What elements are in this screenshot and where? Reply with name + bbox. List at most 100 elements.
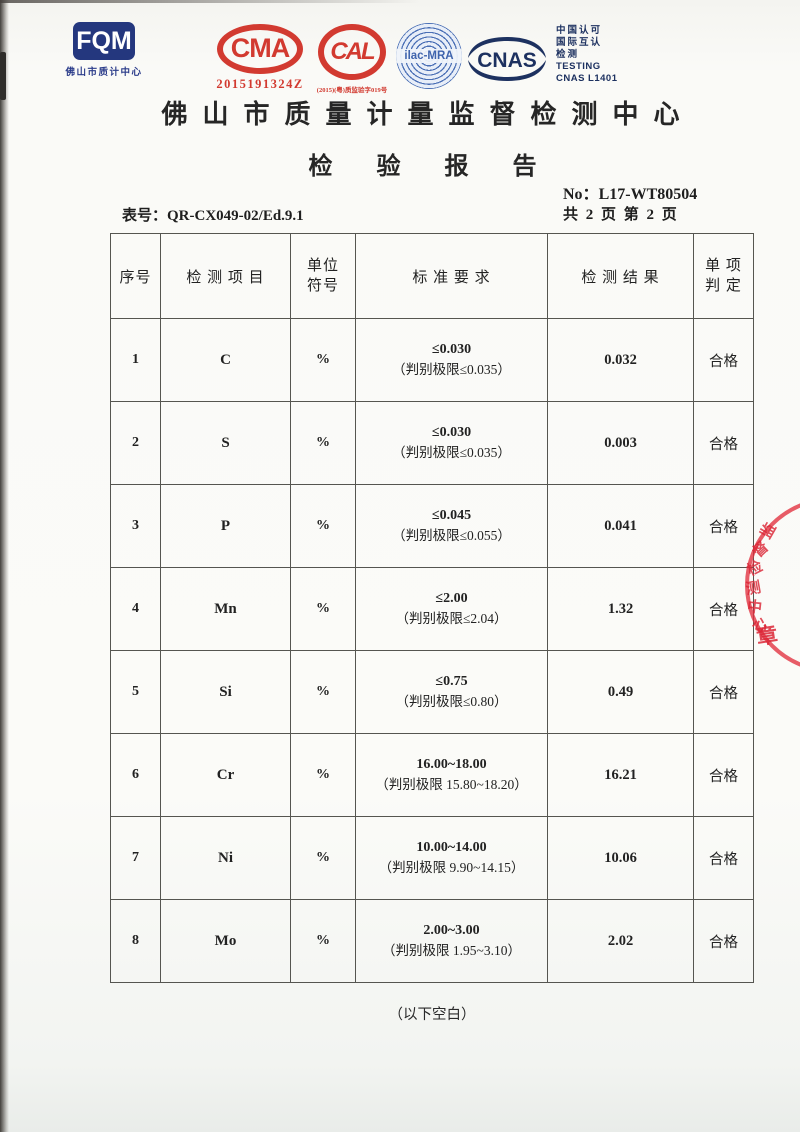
cnas-logo-block: CNAS [466, 36, 548, 82]
standard-limit: ≤0.030 [431, 342, 472, 357]
standard-limit: ≤0.045 [431, 508, 472, 523]
cell-standard-requirement: ≤0.030 （判别极限≤0.035） [355, 401, 548, 485]
blank-below-note: （以下空白） [388, 1007, 476, 1023]
cell-verdict: 合格 [693, 816, 754, 900]
cell-test-result: 10.06 [547, 816, 694, 900]
cell-seq: 6 [110, 733, 161, 817]
cell-test-result: 16.21 [547, 733, 694, 817]
cnas-line-mutual: 国际互认 [556, 38, 603, 48]
table-row: 2 S % ≤0.030 （判别极限≤0.035） 0.003 合格 [110, 401, 754, 485]
form-number-label: 表号： [122, 208, 168, 224]
cal-logo-icon: CAL [318, 24, 386, 80]
standard-discrimination-limit: （判别极限≤0.035） [392, 362, 511, 377]
cell-verdict: 合格 [693, 650, 754, 734]
table-head: 序号 检 测 项 目 单位 符号 标 准 要 求 检 测 结 果 单 项 判 定 [110, 233, 754, 319]
standard-discrimination-limit: （判别极限 15.80~18.20） [375, 777, 528, 792]
cell-unit: % [290, 318, 356, 402]
cell-standard-requirement: 2.00~3.00 （判别极限 1.95~3.10） [355, 899, 548, 983]
cell-unit: % [290, 899, 356, 983]
cell-unit: % [290, 484, 356, 568]
cell-seq: 8 [110, 899, 161, 983]
cell-verdict: 合格 [693, 401, 754, 485]
cell-unit: % [290, 567, 356, 651]
report-title: 检 验 报 告 [308, 154, 556, 180]
col-header-item: 检 测 项 目 [160, 233, 291, 319]
standard-discrimination-limit: （判别极限≤0.80） [395, 694, 508, 709]
seal-zhang-char: 章 [754, 622, 780, 650]
standard-discrimination-limit: （判别极限 9.90~14.15） [378, 860, 525, 875]
standard-limit: ≤0.030 [431, 425, 472, 440]
cal-logo-block: CAL (2015)(粤)质监验字019号 [310, 24, 394, 94]
table-body: 1 C % ≤0.030 （判别极限≤0.035） 0.032 合格 2 S % [110, 318, 754, 983]
cell-test-item: S [160, 401, 291, 485]
cell-standard-requirement: ≤2.00 （判别极限≤2.04） [355, 567, 548, 651]
fqm-caption: 佛山市质计中心 [65, 67, 143, 78]
col-header-verdict-line2: 判 定 [705, 278, 742, 294]
cell-seq: 2 [110, 401, 161, 485]
cell-seq: 4 [110, 567, 161, 651]
cnas-line-testing-en: TESTING [556, 61, 601, 72]
standard-discrimination-limit: （判别极限≤0.055） [392, 528, 511, 543]
fqm-logo-block: FQM 佛山市质计中心 [52, 22, 156, 78]
cell-test-item: Cr [160, 733, 291, 817]
organization-title: 佛山市质量计量监督检测中心 [161, 100, 695, 129]
svg-text:CNAS: CNAS [477, 49, 537, 72]
standard-discrimination-limit: （判别极限≤0.035） [392, 445, 511, 460]
cell-standard-requirement: 16.00~18.00 （判别极限 15.80~18.20） [355, 733, 548, 817]
cell-test-result: 0.041 [547, 484, 694, 568]
cell-standard-requirement: 10.00~14.00 （判别极限 9.90~14.15） [355, 816, 548, 900]
form-number-line: 表号：QR-CX049-02/Ed.9.1 [122, 204, 304, 225]
scan-edge-blotch [0, 52, 6, 100]
standard-discrimination-limit: （判别极限 1.95~3.10） [382, 943, 521, 958]
table-row: 3 P % ≤0.045 （判别极限≤0.055） 0.041 合格 [110, 484, 754, 568]
cell-test-item: Mn [160, 567, 291, 651]
col-header-unit-line1: 单位 [306, 258, 339, 274]
cnas-line-accredited: 中国认可 [556, 26, 603, 36]
ilac-mra-logo-block: ilac-MRA [396, 23, 464, 91]
cell-test-item: Mo [160, 899, 291, 983]
table-header-row: 序号 检 测 项 目 单位 符号 标 准 要 求 检 测 结 果 单 项 判 定 [110, 233, 754, 319]
ilac-mra-globe-icon: ilac-MRA [396, 23, 462, 89]
cell-test-result: 0.49 [547, 650, 694, 734]
cnas-accreditation-text: 中国认可 国际互认 检测 TESTING CNAS L1401 [556, 25, 646, 85]
standard-limit: 2.00~3.00 [423, 923, 480, 938]
cell-test-item: Ni [160, 816, 291, 900]
table-row: 8 Mo % 2.00~3.00 （判别极限 1.95~3.10） 2.02 合… [110, 899, 754, 983]
col-header-seq: 序号 [110, 233, 161, 319]
table-row: 7 Ni % 10.00~14.00 （判别极限 9.90~14.15） 10.… [110, 816, 754, 900]
cnas-line-number: CNAS L1401 [556, 73, 618, 84]
report-number-value: L17-WT80504 [598, 186, 698, 203]
cma-certificate-number: 2015191324Z [216, 77, 304, 91]
cell-standard-requirement: ≤0.75 （判别极限≤0.80） [355, 650, 548, 734]
cal-certificate-number: (2015)(粤)质监验字019号 [316, 87, 388, 94]
standard-limit: ≤0.75 [435, 674, 468, 689]
col-header-standard: 标 准 要 求 [355, 233, 548, 319]
scan-edge-left [0, 0, 9, 1132]
col-header-verdict: 单 项 判 定 [693, 233, 754, 319]
page-count-info: 共 2 页 第 2 页 [563, 207, 679, 223]
standard-limit: 10.00~14.00 [416, 840, 487, 855]
results-table: 序号 检 测 项 目 单位 符号 标 准 要 求 检 测 结 果 单 项 判 定… [110, 233, 754, 983]
cma-logo-block: CMA 2015191324Z [208, 24, 312, 92]
cell-unit: % [290, 816, 356, 900]
col-header-unit-line2: 符号 [306, 278, 339, 294]
standard-limit: 16.00~18.00 [416, 757, 487, 772]
scan-edge-top [0, 0, 420, 3]
cell-unit: % [290, 401, 356, 485]
form-number-value: QR-CX049-02/Ed.9.1 [167, 208, 304, 224]
col-header-verdict-line1: 单 项 [705, 258, 742, 274]
cell-standard-requirement: ≤0.030 （判别极限≤0.035） [355, 318, 548, 402]
cell-seq: 5 [110, 650, 161, 734]
cma-logo-icon: CMA [217, 24, 303, 74]
cell-verdict: 合格 [693, 899, 754, 983]
standard-limit: ≤2.00 [435, 591, 468, 606]
cell-seq: 1 [110, 318, 161, 402]
cell-test-result: 1.32 [547, 567, 694, 651]
cell-test-item: Si [160, 650, 291, 734]
col-header-unit: 单位 符号 [290, 233, 356, 319]
table-row: 5 Si % ≤0.75 （判别极限≤0.80） 0.49 合格 [110, 650, 754, 734]
seal-arc-char: 测 [744, 579, 763, 599]
cell-test-result: 0.032 [547, 318, 694, 402]
cell-unit: % [290, 733, 356, 817]
